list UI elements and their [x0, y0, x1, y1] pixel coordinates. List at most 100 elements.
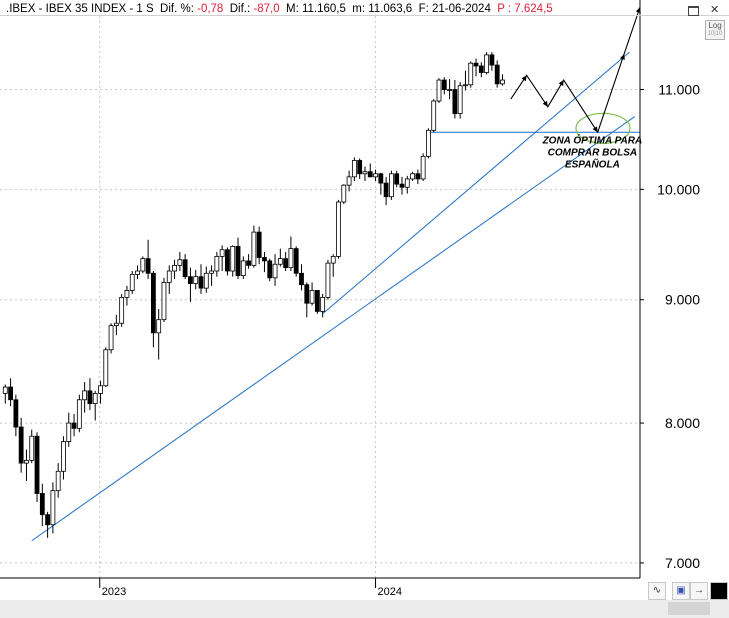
- candle-body: [389, 173, 394, 198]
- candle-body: [383, 182, 389, 198]
- dif-pct-value: -0,78: [197, 3, 224, 15]
- save-icon[interactable]: ▣: [672, 582, 690, 600]
- candle-body: [45, 514, 51, 526]
- candles: [2, 52, 505, 538]
- candle-body: [494, 64, 500, 85]
- candle-body: [8, 386, 13, 401]
- x-tick-label: 2024: [378, 586, 402, 598]
- y-tick-label: 11.000: [658, 82, 700, 98]
- candle-body: [13, 399, 19, 428]
- projection-arrowhead: [521, 75, 527, 82]
- candle-body: [92, 392, 98, 405]
- candle-body: [235, 245, 241, 276]
- candle-body: [357, 160, 363, 175]
- pin-icon[interactable]: →: [690, 582, 708, 600]
- candle-body: [87, 390, 93, 405]
- candle-body: [262, 257, 267, 262]
- annotation-line: ESPAÑOLA: [565, 157, 620, 170]
- candle-body: [18, 426, 24, 464]
- candle-body: [373, 173, 378, 178]
- candle-body: [135, 270, 140, 275]
- close-icon[interactable]: ✕: [710, 4, 720, 16]
- candle-body: [304, 284, 310, 304]
- min-value: 11.063,6: [368, 3, 413, 15]
- projection-line: [510, 6, 641, 134]
- candle-body: [55, 470, 61, 492]
- annotation-line: ZONA ÓPTIMA PARA: [542, 133, 643, 146]
- candle-body: [129, 274, 135, 291]
- candle-body: [325, 262, 331, 298]
- candle-body: [288, 248, 294, 269]
- candle-body: [378, 173, 384, 184]
- log-scale-button[interactable]: Log 10|10: [705, 20, 725, 40]
- candle-body: [447, 89, 452, 91]
- candle-body: [341, 184, 347, 203]
- candle-body: [299, 272, 304, 286]
- candle-body: [309, 290, 315, 304]
- candle-body: [351, 160, 357, 178]
- candle-body: [410, 173, 415, 180]
- candle-body: [452, 89, 458, 115]
- restore-window-icon[interactable]: [688, 6, 699, 16]
- candle-body: [219, 249, 225, 257]
- chart-wave-icon[interactable]: ∿: [648, 582, 666, 600]
- candle-body: [420, 155, 426, 180]
- candle-body: [161, 281, 167, 321]
- candle-body: [2, 386, 8, 394]
- candle-body: [209, 270, 214, 274]
- candle-body: [203, 272, 209, 289]
- horizontal-scrollbar[interactable]: [0, 600, 729, 618]
- candle-body: [293, 248, 299, 274]
- candle-body: [140, 258, 146, 272]
- candle-body: [29, 435, 35, 461]
- trendline: [322, 51, 630, 315]
- candle-body: [473, 62, 479, 67]
- candle-body: [188, 276, 193, 284]
- candle-body: [156, 319, 162, 334]
- candle-body: [367, 171, 373, 178]
- candle-body: [399, 183, 405, 188]
- candle-body: [50, 490, 56, 526]
- date-label: F:: [418, 3, 429, 15]
- y-tick-label: 10.000: [657, 181, 700, 197]
- y-tick-label: 9.000: [665, 292, 700, 308]
- projection-arrowhead: [619, 53, 625, 60]
- candle-body: [82, 390, 88, 401]
- candle-body: [426, 129, 431, 157]
- min-label: m:: [352, 3, 366, 15]
- candle-body: [346, 176, 352, 186]
- candle-body: [283, 258, 289, 269]
- candle-body: [436, 79, 442, 102]
- candle-body: [98, 385, 103, 394]
- projection-arrowhead: [592, 126, 598, 133]
- candle-body: [468, 62, 474, 86]
- candle-body: [240, 260, 246, 276]
- price-value: 7.624,5: [514, 3, 553, 15]
- candle-body: [320, 296, 326, 312]
- candle-body: [34, 435, 40, 494]
- candle-body: [145, 258, 151, 274]
- scrollbar-thumb[interactable]: [668, 602, 710, 615]
- candle-body: [489, 54, 495, 66]
- dif-label: Dif.:: [229, 3, 251, 15]
- candle-body: [225, 249, 230, 272]
- candle-body: [198, 276, 204, 289]
- candle-body: [394, 173, 400, 185]
- candle-body: [103, 349, 109, 387]
- trendline: [31, 116, 635, 542]
- color-swatch-icon[interactable]: [710, 582, 728, 600]
- candle-body: [441, 79, 447, 90]
- annotation-line: COMPRAR BOLSA: [548, 147, 637, 158]
- date-value: 21-06-2024: [432, 3, 491, 15]
- candle-body: [277, 258, 283, 265]
- candle-body: [61, 441, 66, 472]
- y-tick-label: 7.000: [665, 555, 700, 571]
- log-button-label: Log: [708, 21, 722, 30]
- candle-body: [267, 260, 273, 279]
- candle-body: [182, 259, 188, 278]
- symbol-label: .IBEX - IBEX 35 INDEX - 1 S: [6, 3, 154, 15]
- candle-body: [113, 322, 119, 327]
- candle-body: [177, 259, 183, 266]
- candle-body: [314, 290, 320, 312]
